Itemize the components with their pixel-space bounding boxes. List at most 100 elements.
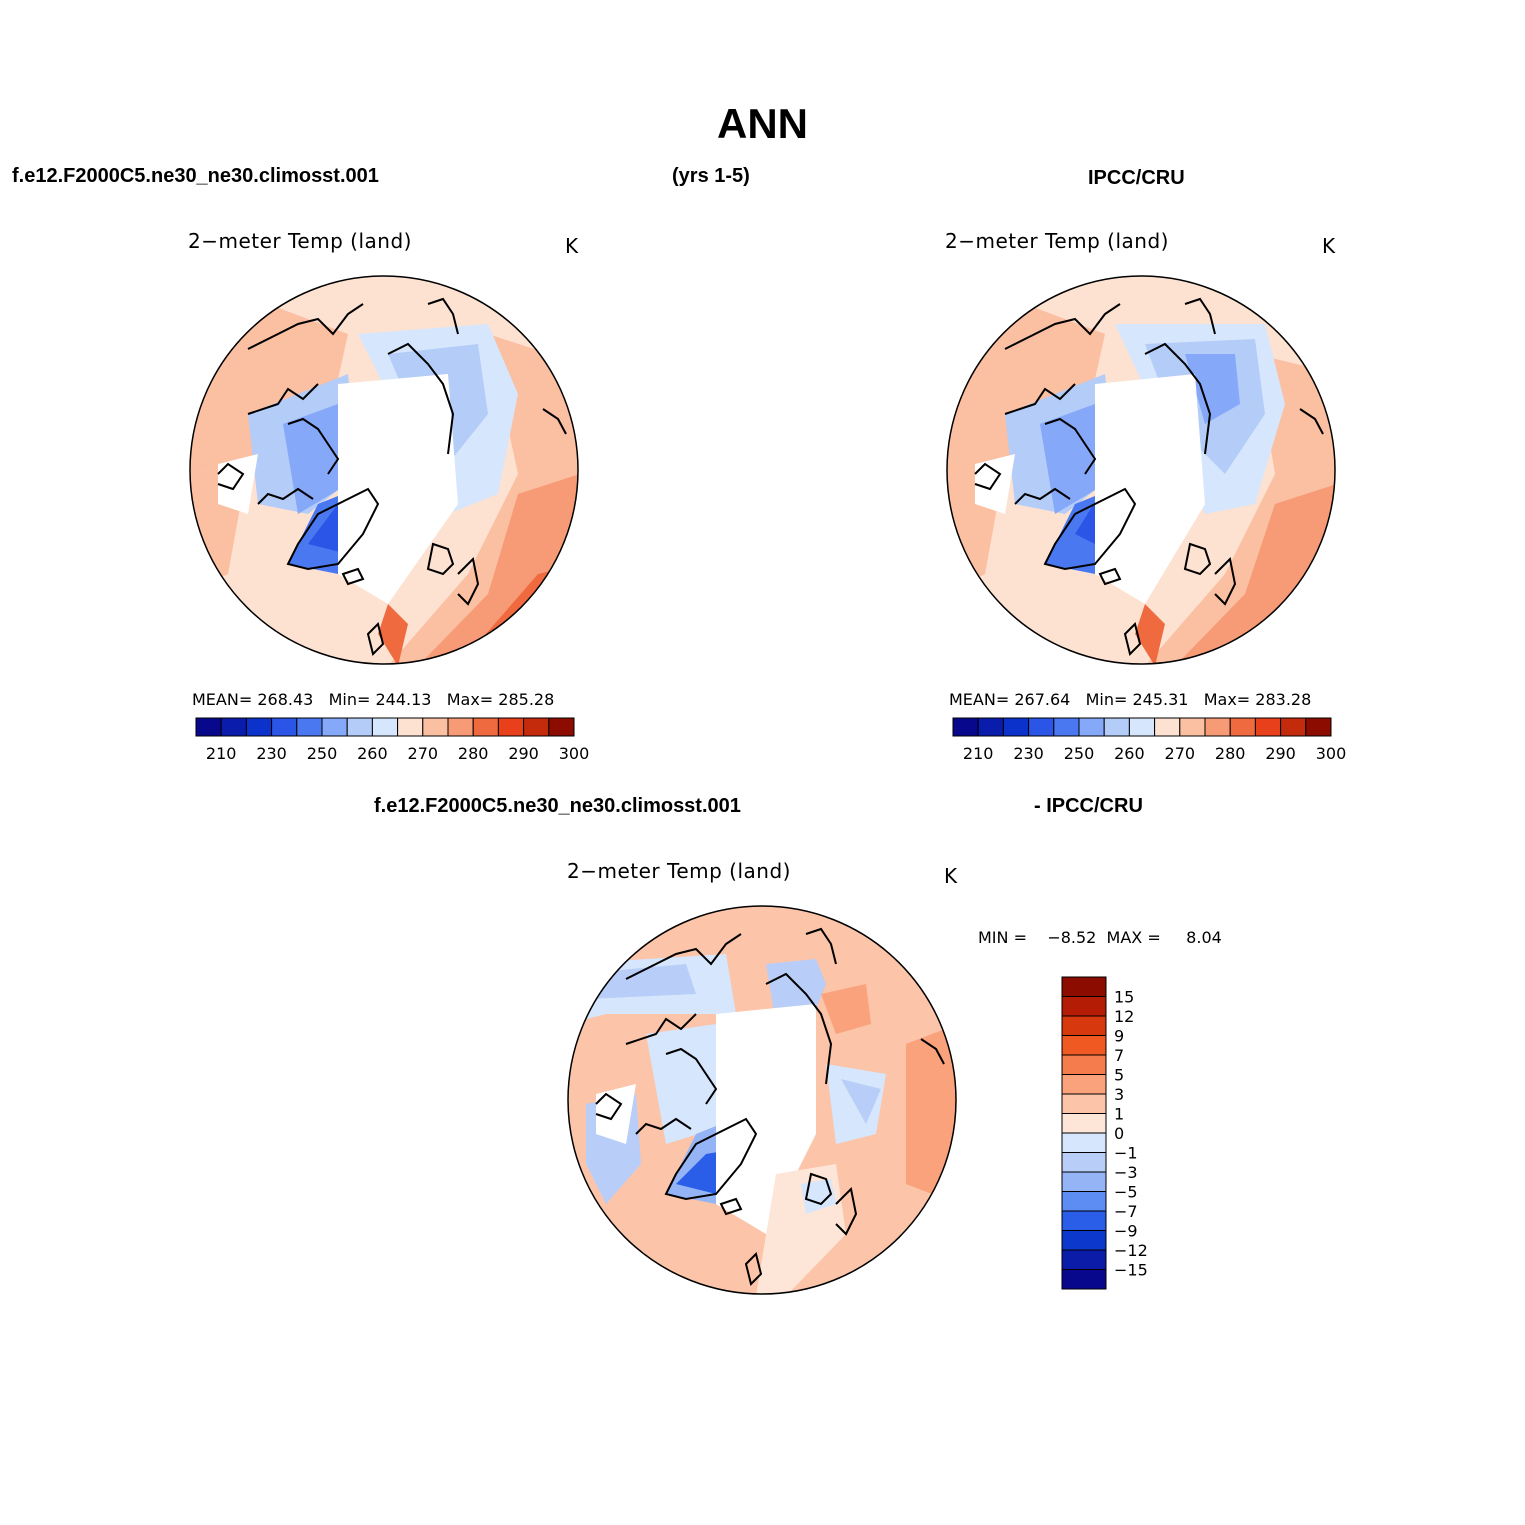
model-mean-label: MEAN=	[192, 690, 253, 709]
model-colorbar-box	[271, 717, 298, 737]
obs-max-label: Max=	[1203, 690, 1251, 709]
diff-colorbar-box	[1061, 1152, 1107, 1173]
diff-panel-title: 2−meter Temp (land)	[567, 859, 791, 883]
diff-polar-map	[567, 905, 957, 1295]
model-colorbar-box	[346, 717, 373, 737]
years-label: (yrs 1-5)	[672, 165, 750, 187]
model-colorbar-box	[472, 717, 499, 737]
model-colorbar-tick-label: 300	[559, 744, 590, 763]
diff-colorbar-box	[1061, 1035, 1107, 1056]
model-min-value: 244.13	[375, 690, 432, 709]
diff-colorbar-box	[1061, 1132, 1107, 1153]
model-mean-value: 268.43	[257, 690, 314, 709]
obs-colorbar-box	[1103, 717, 1130, 737]
model-min-label: Min=	[328, 690, 371, 709]
model-colorbar-tick-label: 270	[408, 744, 439, 763]
model-temperature-field	[190, 276, 578, 664]
diff-colorbar-tick-label: −12	[1114, 1241, 1148, 1260]
diff-min-value: −8.52	[1047, 928, 1097, 947]
model-colorbar-box	[497, 717, 525, 737]
model-coastlines	[217, 297, 567, 656]
obs-mean-value: 267.64	[1014, 690, 1071, 709]
model-colorbar-box	[548, 717, 575, 737]
obs-colorbar-box	[1229, 717, 1256, 737]
obs-min-label: Min=	[1085, 690, 1128, 709]
model-colorbar-box	[397, 717, 424, 737]
obs-name: IPCC/CRU	[1088, 167, 1185, 189]
obs-colorbar-box	[952, 717, 979, 737]
diff-colorbar-tick-label: 9	[1114, 1027, 1124, 1046]
diff-colorbar-box	[1061, 1093, 1107, 1114]
model-colorbar-tick-label: 230	[256, 744, 287, 763]
model-colorbar-box	[220, 717, 247, 737]
model-stats: MEAN= 268.43 Min= 244.13 Max= 285.28	[192, 690, 554, 709]
diff-colorbar-box	[1061, 1054, 1107, 1075]
obs-colorbar: 210 230 250 260 270 280 290 300	[952, 717, 1347, 763]
model-panel-title: 2−meter Temp (land)	[188, 229, 412, 253]
diff-colorbar-tick-label: 7	[1114, 1046, 1124, 1065]
obs-colorbar-box	[1280, 717, 1307, 737]
diff-case-name: f.e12.F2000C5.ne30_ne30.climosst.001	[374, 795, 741, 817]
diff-colorbar-box	[1061, 1074, 1107, 1095]
model-colorbar-tick-label: 250	[307, 744, 338, 763]
diff-colorbar-tick-label: −9	[1114, 1222, 1138, 1241]
model-colorbar-tick-label: 290	[508, 744, 539, 763]
obs-colorbar-box	[1028, 717, 1055, 737]
model-map-border	[189, 275, 579, 665]
obs-colorbar-tick-label: 210	[963, 744, 994, 763]
diff-colorbar-tick-label: 3	[1114, 1085, 1124, 1104]
diff-colorbar-tick-label: 1	[1114, 1105, 1124, 1124]
case-name: f.e12.F2000C5.ne30_ne30.climosst.001	[12, 165, 379, 187]
obs-colorbar-box	[977, 717, 1004, 737]
diff-coastlines	[595, 927, 945, 1286]
model-colorbar-box	[321, 717, 348, 737]
diff-max-label: MAX =	[1106, 928, 1161, 947]
obs-colorbar-tick-label: 230	[1013, 744, 1044, 763]
obs-colorbar-box	[1204, 717, 1231, 737]
diff-colorbar-tick-label: −3	[1114, 1163, 1138, 1182]
diff-colorbar-tick-label: 15	[1114, 988, 1134, 1007]
obs-panel-title: 2−meter Temp (land)	[945, 229, 1169, 253]
model-colorbar-box	[447, 717, 474, 737]
model-colorbar-box	[371, 717, 399, 737]
diff-temperature-field	[568, 906, 956, 1294]
diff-colorbar-box	[1061, 1191, 1107, 1212]
diff-colorbar-tick-label: 0	[1114, 1124, 1124, 1143]
model-colorbar-tick-label: 210	[206, 744, 237, 763]
model-colorbar-box	[523, 717, 550, 737]
diff-colorbar-box	[1061, 1015, 1107, 1036]
diff-units: K	[944, 864, 958, 888]
obs-colorbar-tick-label: 300	[1316, 744, 1347, 763]
obs-colorbar-box	[1154, 717, 1181, 737]
obs-polar-map	[946, 275, 1336, 665]
model-max-value: 285.28	[498, 690, 555, 709]
obs-colorbar-tick-label: 290	[1265, 744, 1296, 763]
model-colorbar-box	[245, 717, 273, 737]
obs-map-border	[946, 275, 1336, 665]
obs-max-value: 283.28	[1255, 690, 1312, 709]
diff-obs-name: - IPCC/CRU	[1034, 795, 1143, 817]
diff-min-label: MIN =	[978, 928, 1027, 947]
obs-stats: MEAN= 267.64 Min= 245.31 Max= 283.28	[949, 690, 1311, 709]
diff-colorbar-box	[1061, 1269, 1107, 1290]
diff-colorbar-box	[1061, 1230, 1107, 1251]
model-colorbar-tick-label: 260	[357, 744, 388, 763]
diff-colorbar-box	[1061, 1210, 1107, 1231]
obs-colorbar-box	[1053, 717, 1080, 737]
model-colorbar-box	[422, 717, 449, 737]
model-units: K	[565, 234, 579, 258]
obs-units: K	[1322, 234, 1336, 258]
diff-colorbar-box	[1061, 976, 1107, 997]
diff-map-border	[567, 905, 957, 1295]
model-polar-map	[189, 275, 579, 665]
diff-max-value: 8.04	[1186, 928, 1222, 947]
diff-colorbar-tick-label: −15	[1114, 1261, 1148, 1280]
diff-colorbar-tick-label: −7	[1114, 1202, 1138, 1221]
obs-colorbar-box	[1254, 717, 1282, 737]
diff-colorbar-tick-label: 12	[1114, 1007, 1134, 1026]
obs-mean-label: MEAN=	[949, 690, 1010, 709]
diff-colorbar-box	[1061, 1249, 1107, 1270]
obs-colorbar-tick-label: 280	[1215, 744, 1246, 763]
obs-colorbar-box	[1002, 717, 1030, 737]
